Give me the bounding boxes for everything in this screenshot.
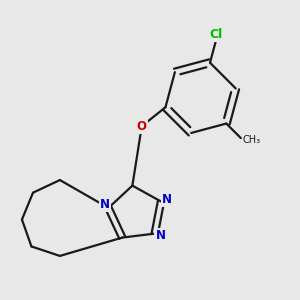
- Text: CH₃: CH₃: [242, 135, 260, 145]
- Text: O: O: [137, 120, 147, 133]
- Text: Cl: Cl: [209, 28, 223, 40]
- Text: N: N: [162, 194, 172, 206]
- Text: N: N: [100, 198, 110, 211]
- Text: N: N: [155, 229, 165, 242]
